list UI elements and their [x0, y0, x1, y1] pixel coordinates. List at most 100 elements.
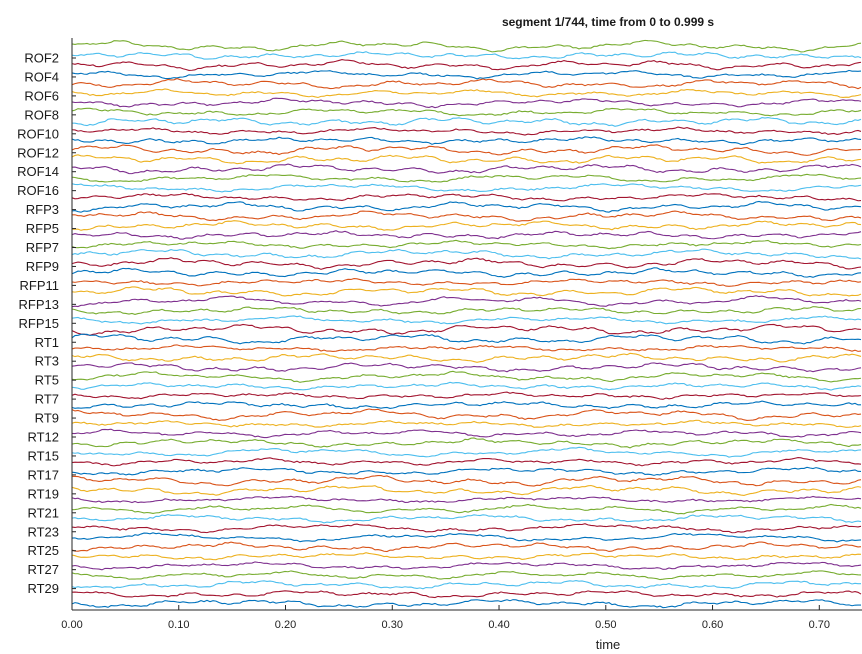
channel-label: RT17 — [27, 467, 59, 482]
channel-trace — [71, 561, 862, 571]
channel-label: RT5 — [35, 373, 59, 388]
channel-trace — [71, 400, 862, 410]
x-axis-label: time — [596, 637, 621, 652]
channel-trace — [71, 352, 862, 363]
channel-trace — [71, 381, 862, 391]
channel-trace — [71, 257, 862, 270]
channel-trace — [71, 278, 862, 287]
channel-label: ROF2 — [24, 51, 59, 66]
x-tick-label: 0.70 — [809, 619, 830, 631]
channel-label: RT29 — [27, 581, 59, 596]
channel-trace — [71, 78, 862, 90]
channel-label: RT12 — [27, 430, 59, 445]
channel-trace — [71, 503, 862, 515]
channel-trace — [71, 173, 862, 183]
channel-label: RFP9 — [26, 259, 59, 274]
channel-trace — [71, 428, 862, 439]
channel-trace — [71, 370, 862, 383]
channel-label: RT9 — [35, 411, 59, 426]
channel-trace — [71, 323, 862, 336]
channel-trace — [71, 580, 862, 590]
channel-trace — [71, 286, 862, 297]
channel-trace — [71, 457, 862, 467]
channel-trace — [71, 230, 862, 240]
x-tick-label: 0.00 — [61, 619, 82, 631]
channel-trace — [71, 495, 862, 504]
channel-label: RFP3 — [26, 202, 59, 217]
channel-trace — [71, 154, 862, 165]
chart-title: segment 1/744, time from 0 to 0.999 s — [502, 15, 714, 29]
channel-trace — [71, 362, 862, 373]
x-tick-label: 0.30 — [382, 619, 403, 631]
channel-label: RFP7 — [26, 240, 59, 255]
channel-label: ROF14 — [17, 164, 59, 179]
channel-trace — [71, 51, 862, 60]
channel-label: ROF6 — [24, 88, 59, 103]
channel-trace — [71, 200, 862, 213]
channel-label: RT3 — [35, 354, 59, 369]
channel-trace — [71, 69, 862, 80]
channel-label: ROF8 — [24, 107, 59, 122]
x-tick-label: 0.60 — [702, 619, 723, 631]
channel-trace — [71, 39, 862, 53]
channel-trace — [71, 532, 862, 543]
channel-trace — [71, 220, 862, 231]
channel-trace — [71, 514, 862, 524]
channel-trace — [71, 210, 862, 222]
channel-trace — [71, 126, 862, 136]
channel-label: RFP13 — [19, 297, 59, 312]
channel-trace — [71, 599, 862, 609]
channel-trace — [71, 248, 862, 260]
channel-trace — [71, 136, 862, 146]
channel-trace — [71, 97, 862, 109]
channel-label: RFP5 — [26, 221, 59, 236]
channel-label: RT27 — [27, 562, 59, 577]
channel-label: RT25 — [27, 543, 59, 558]
channel-label: ROF4 — [24, 70, 59, 85]
channel-trace — [71, 552, 862, 561]
channel-trace — [71, 295, 862, 308]
channel-trace — [71, 541, 862, 553]
channel-trace — [71, 315, 862, 325]
x-tick-label: 0.20 — [275, 619, 296, 631]
channel-label: RFP11 — [20, 278, 60, 293]
channel-trace — [71, 306, 862, 316]
channel-trace — [71, 437, 862, 449]
channel-trace — [71, 590, 862, 599]
channel-trace — [71, 239, 862, 250]
channel-trace — [71, 523, 862, 534]
channel-trace — [71, 474, 862, 487]
channel-label: RFP15 — [19, 316, 59, 331]
channel-trace — [71, 59, 862, 71]
channel-trace — [71, 192, 862, 202]
channel-trace — [71, 466, 862, 476]
channel-trace — [71, 344, 862, 353]
channel-label: RT1 — [35, 335, 59, 350]
channel-label: RT21 — [27, 505, 59, 520]
channel-label: RT15 — [27, 448, 59, 463]
channel-label: RT7 — [35, 392, 59, 407]
channel-trace — [71, 408, 862, 422]
x-axis: 0.00 0.10 0.20 0.30 0.40 0.50 0.60 0.70 — [61, 38, 862, 631]
channel-trace — [71, 163, 862, 175]
x-tick-label: 0.10 — [168, 619, 189, 631]
channel-trace — [71, 107, 862, 117]
channel-trace — [71, 88, 862, 99]
channel-label: RT19 — [27, 486, 59, 501]
channel-label: RT23 — [27, 524, 59, 539]
channel-trace — [71, 333, 862, 345]
channel-label-group: ROF2 ROF4 ROF6 ROF8 ROF10 ROF12 ROF14 ROF16 RFP3… — [17, 51, 76, 596]
trace-group — [71, 39, 862, 609]
channel-trace — [71, 183, 862, 193]
channel-trace — [71, 267, 862, 278]
x-tick-label: 0.50 — [595, 619, 616, 631]
channel-trace — [71, 391, 862, 400]
channel-trace — [71, 419, 862, 428]
channel-trace — [71, 570, 862, 581]
channel-trace — [71, 484, 862, 496]
channel-trace — [71, 117, 862, 127]
channel-label: ROF12 — [17, 145, 59, 160]
x-tick-label: 0.40 — [488, 619, 509, 631]
channel-trace — [71, 144, 862, 156]
